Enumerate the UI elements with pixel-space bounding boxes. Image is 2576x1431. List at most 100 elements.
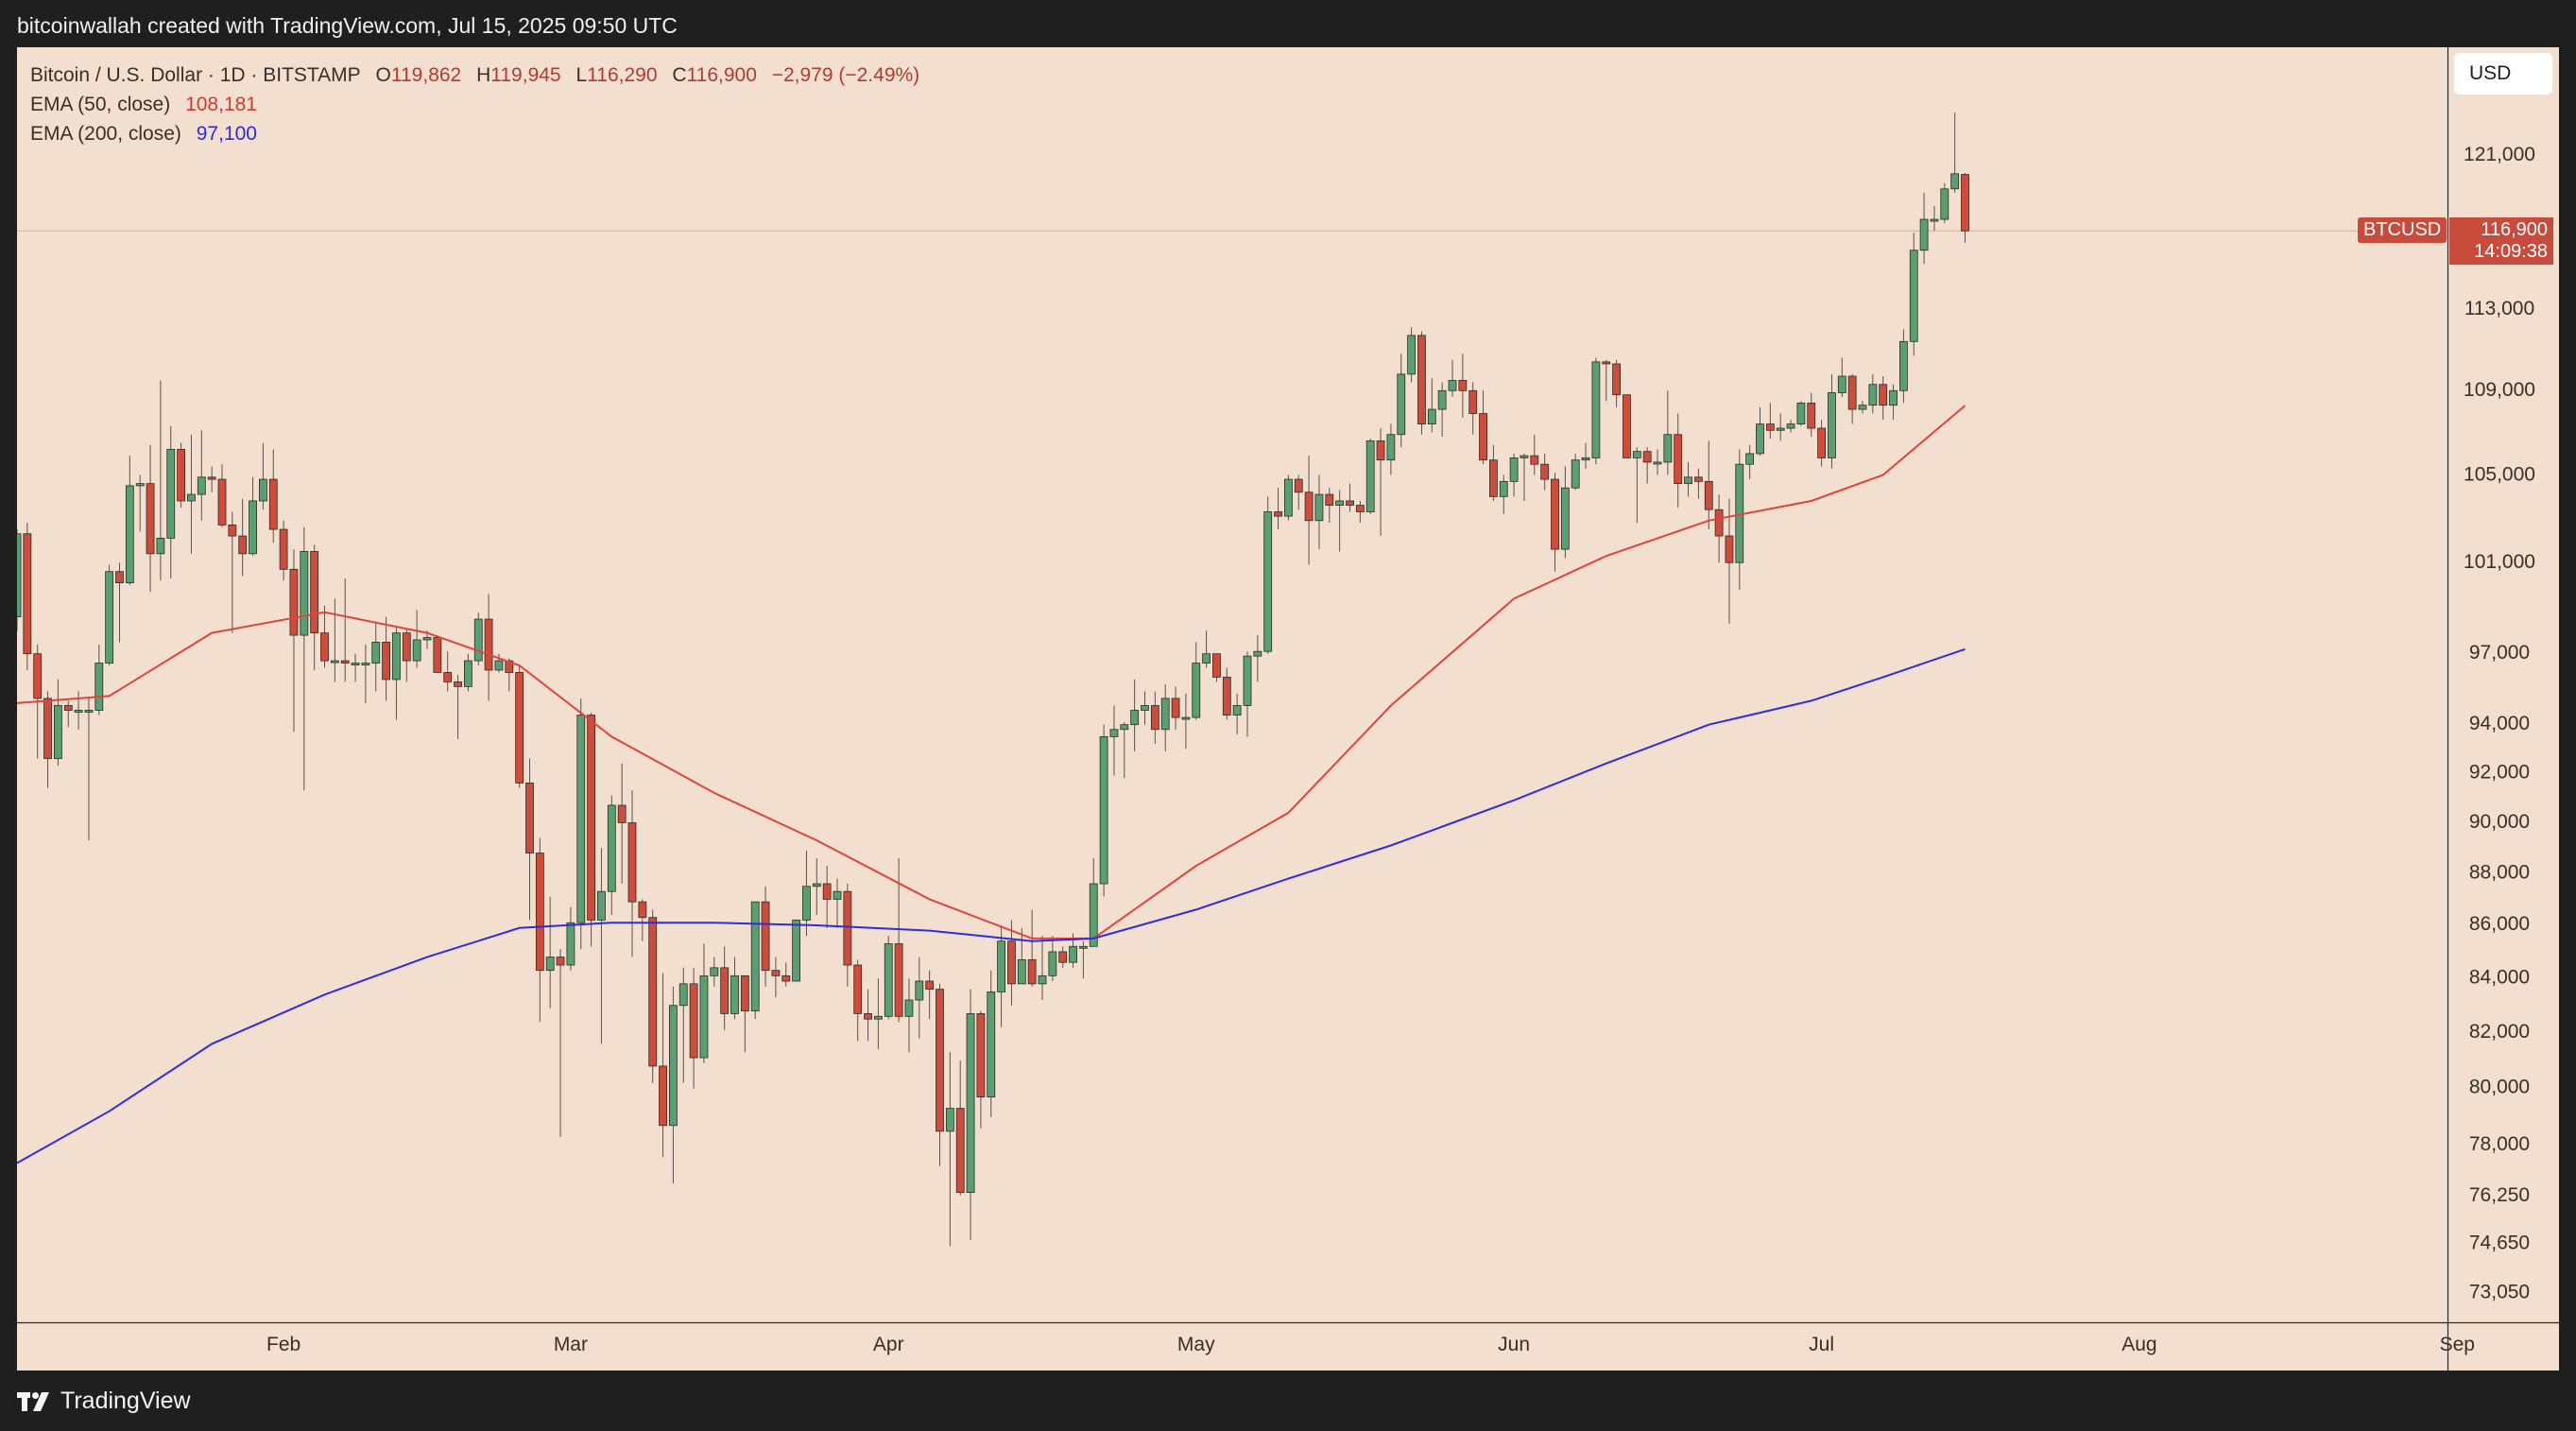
candle-body xyxy=(1674,434,1683,485)
candlestick xyxy=(1858,401,1867,414)
candlestick xyxy=(340,578,350,682)
chart-frame[interactable]: 121,000 113,000 109,000 105,000 101,000 97,00… xyxy=(17,47,2559,1371)
candle-body xyxy=(1243,655,1252,706)
candle-body xyxy=(1520,455,1529,458)
legend-ema50-row[interactable]: EMA (50, close) 108,181 xyxy=(30,90,919,119)
candlestick xyxy=(300,526,309,791)
candlestick xyxy=(730,957,739,1020)
price-axis-label: 90,000 xyxy=(2469,811,2530,833)
candle-body xyxy=(1919,218,1929,251)
candlestick xyxy=(187,434,196,554)
candle-body xyxy=(1468,389,1478,414)
candle-body xyxy=(802,886,811,921)
candlestick xyxy=(1448,359,1457,397)
candlestick xyxy=(484,594,493,701)
candlestick xyxy=(330,598,339,682)
candlestick xyxy=(545,896,555,1009)
candlestick xyxy=(1355,500,1365,524)
candle-body xyxy=(1540,463,1550,480)
candlestick xyxy=(1540,453,1550,491)
candle-body xyxy=(135,483,145,487)
candlestick xyxy=(669,986,678,1184)
candle-body xyxy=(454,681,462,687)
candle-body xyxy=(1489,459,1498,497)
candle-body xyxy=(1304,491,1314,522)
candle-body xyxy=(689,983,698,1059)
candle-body xyxy=(822,883,832,900)
legend-symbol: Bitcoin / U.S. Dollar · 1D · BITSTAMP xyxy=(30,64,361,86)
candle-body xyxy=(156,537,165,555)
candle-body xyxy=(936,989,944,1132)
candlestick xyxy=(566,906,575,971)
candle-body xyxy=(1899,340,1908,391)
candlestick xyxy=(1499,474,1508,514)
candlestick xyxy=(1714,494,1724,563)
legend-high: 119,945 xyxy=(490,64,561,86)
candle-body xyxy=(545,957,555,972)
price-axis-label: 88,000 xyxy=(2469,861,2530,883)
candlestick xyxy=(1571,453,1580,491)
candlestick xyxy=(1243,651,1252,737)
candle-body xyxy=(1253,650,1262,657)
last-price-label: 116,900 14:09:38 xyxy=(2449,217,2553,266)
candle-body xyxy=(105,571,114,664)
symbol-price-label: BTCUSD xyxy=(2358,217,2447,244)
time-axis-label: Aug xyxy=(2121,1334,2156,1355)
candlestick xyxy=(812,857,821,915)
candlestick xyxy=(802,850,811,937)
candlestick xyxy=(146,444,155,593)
candle-body xyxy=(473,618,483,662)
candle-body xyxy=(1397,373,1406,436)
candlestick xyxy=(23,523,32,670)
candlestick xyxy=(1017,927,1026,985)
candlestick xyxy=(1274,488,1282,530)
candle-body xyxy=(1663,434,1673,463)
time-axis-label: Jun xyxy=(1498,1334,1530,1355)
candle-body xyxy=(177,449,186,502)
candlestick xyxy=(1038,936,1047,1001)
candle-body xyxy=(310,551,319,634)
candlestick xyxy=(689,967,698,1089)
candle-body xyxy=(74,710,83,713)
candlestick xyxy=(915,957,924,1039)
candle-body xyxy=(1868,384,1878,406)
candlestick xyxy=(1674,413,1683,508)
candle-body xyxy=(84,710,94,713)
candlestick xyxy=(1663,390,1673,475)
tradingview-brand[interactable]: TradingView xyxy=(17,1388,191,1415)
time-axis-label: Sep xyxy=(2440,1334,2475,1355)
candlestick xyxy=(1160,683,1170,751)
candlestick xyxy=(822,866,832,928)
candle-body xyxy=(217,478,227,526)
candle-body xyxy=(1171,698,1180,718)
candle-body xyxy=(1335,500,1345,506)
candle-body xyxy=(1141,705,1149,711)
candlestick xyxy=(351,653,360,682)
candle-body xyxy=(1807,403,1816,429)
candlestick xyxy=(454,674,462,739)
currency-button[interactable]: USD xyxy=(2454,53,2552,95)
candle-body xyxy=(1109,729,1119,737)
price-axis-label: 86,000 xyxy=(2469,913,2530,935)
candle-body xyxy=(525,783,534,853)
candlestick xyxy=(1817,420,1826,467)
price-chart[interactable]: 121,000 113,000 109,000 105,000 101,000 97,00… xyxy=(17,47,2559,1371)
candlestick xyxy=(310,544,319,670)
candle-body xyxy=(945,1108,954,1132)
candlestick xyxy=(976,1010,986,1129)
candlestick xyxy=(843,884,852,987)
price-axis-label: 97,000 xyxy=(2469,642,2530,664)
candlestick xyxy=(1007,920,1016,1006)
candle-body xyxy=(597,890,606,921)
candlestick xyxy=(1868,373,1878,414)
candle-body xyxy=(340,660,350,664)
candlestick xyxy=(1417,331,1426,435)
candlestick xyxy=(1150,691,1159,745)
candlestick xyxy=(1745,444,1755,480)
chart-legend: Bitcoin / U.S. Dollar · 1D · BITSTAMP O1… xyxy=(30,60,919,148)
candlestick xyxy=(279,520,288,581)
candle-body xyxy=(351,663,360,665)
legend-close-label: C xyxy=(672,64,687,86)
legend-ema200-row[interactable]: EMA (200, close) 97,100 xyxy=(30,119,919,148)
candlestick xyxy=(217,464,227,527)
